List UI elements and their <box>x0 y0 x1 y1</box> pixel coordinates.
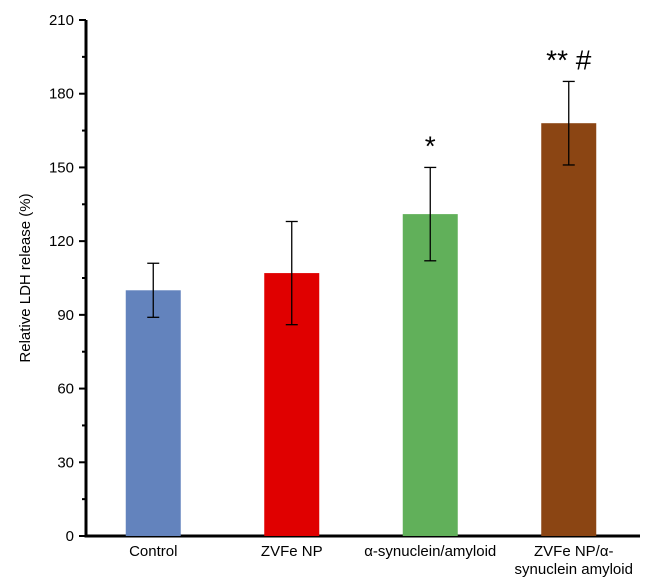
y-tick-label: 0 <box>66 528 74 545</box>
y-axis-title: Relative LDH release (%) <box>17 193 34 362</box>
plot-area: 0 30 60 90 120 150 180 210 Control ZVFe NP * α-synu… <box>49 12 640 578</box>
bar <box>402 214 458 536</box>
y-tick-label: 120 <box>49 233 74 250</box>
y-tick-label: 210 <box>49 12 74 29</box>
x-category-label: Control <box>129 543 177 560</box>
significance-marker: ** # <box>546 44 592 75</box>
y-tick-label: 30 <box>57 454 74 471</box>
y-tick-label: 60 <box>57 381 74 398</box>
y-tick-label: 90 <box>57 307 74 324</box>
significance-marker: * <box>425 130 436 161</box>
y-tick-label: 150 <box>49 159 74 176</box>
x-category-label: ZVFe NP <box>261 543 323 560</box>
bar <box>541 123 597 536</box>
bar <box>125 290 181 536</box>
y-tick-label: 180 <box>49 86 74 103</box>
x-category-label: ZVFe NP/α- <box>534 543 614 560</box>
x-category-label: synuclein amyloid <box>515 561 633 578</box>
x-category-label: α-synuclein/amyloid <box>364 543 496 560</box>
